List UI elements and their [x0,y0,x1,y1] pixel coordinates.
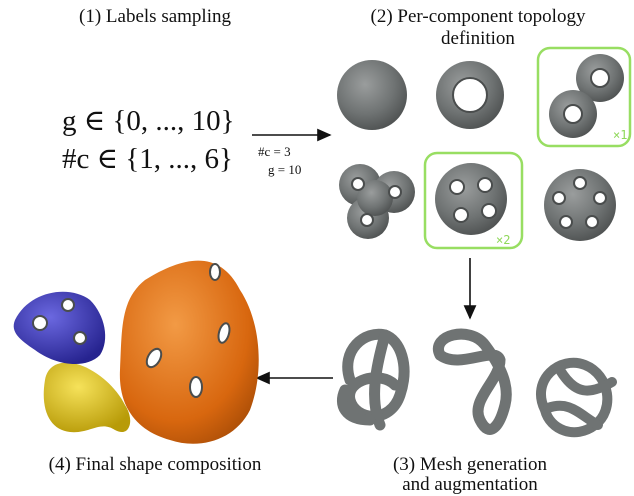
multiplicity: ×1 [613,128,627,142]
genus-4 [435,163,507,235]
genus-3 [339,164,415,239]
genus-5-part [594,192,606,204]
sample-label: g = 10 [268,162,301,177]
final-shape-part [44,363,130,433]
genus-2-part [564,105,582,123]
genus-2 [549,54,624,138]
genus-3-part [352,178,364,190]
range-label: #c ∈ {1, ..., 6} [62,143,233,175]
multiplicity: ×2 [496,233,510,247]
genus-5-part [586,216,598,228]
step-title: (4) Final shape composition [49,454,262,475]
final-shape-part [74,332,86,344]
genus-5-part [574,177,586,189]
mesh [541,363,612,432]
genus-4-part [435,163,507,235]
step-title: (3) Mesh generation [393,454,548,475]
final-shape-part [120,261,259,444]
final-shape-part [33,316,47,330]
figure: (1) Labels sampling (2) Per-component to… [0,0,634,496]
step-title: definition [441,28,515,49]
final-shape-part [14,292,106,364]
mesh [438,334,506,429]
step-title: (1) Labels sampling [79,6,231,27]
torus [436,61,504,129]
final-shape-part [190,377,202,397]
range-label: g ∈ {0, ..., 10} [62,105,235,137]
genus-3-part [389,186,401,198]
genus-4-part [478,178,492,192]
genus-2-part [591,69,609,87]
genus-3-part [361,214,373,226]
genus-5 [544,169,616,241]
genus-4-part [450,180,464,194]
final-shape [14,261,259,444]
final-shape-part [62,299,74,311]
sphere [337,60,407,130]
genus-4-part [482,204,496,218]
genus-5-part [560,216,572,228]
step-title: (2) Per-component topology [371,6,586,27]
torus-part [453,78,487,112]
genus-5-part [553,192,565,204]
step-title: and augmentation [402,474,538,495]
final-shape-part [210,264,220,280]
mesh [342,334,404,425]
sample-label: #c = 3 [258,144,291,159]
genus-4-part [454,208,468,222]
mesh-part [438,334,506,429]
